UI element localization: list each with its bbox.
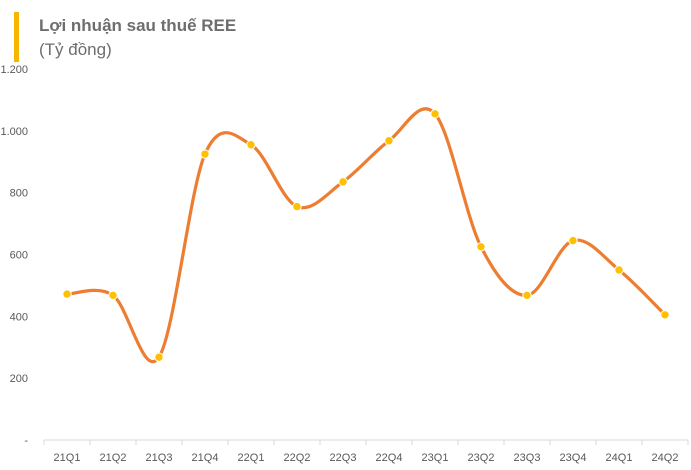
data-point-24Q1 xyxy=(614,265,624,275)
data-point-23Q4 xyxy=(568,235,578,246)
y-tick-label: 1.200 xyxy=(0,64,28,76)
y-tick-label: 600 xyxy=(10,250,28,262)
x-tick-label: 24Q2 xyxy=(652,452,679,464)
x-tick-label: 23Q2 xyxy=(468,452,495,464)
x-tick-label: 22Q3 xyxy=(330,452,357,464)
data-point-22Q3 xyxy=(338,177,348,187)
data-point-23Q3 xyxy=(522,290,532,301)
x-tick-label: 24Q1 xyxy=(606,452,633,464)
x-tick-label: 22Q4 xyxy=(376,452,403,464)
x-tick-label: 23Q4 xyxy=(560,452,587,464)
data-point-22Q1 xyxy=(246,140,256,150)
x-tick-label: 22Q2 xyxy=(284,452,311,464)
x-tick-label: 23Q3 xyxy=(514,452,541,464)
axis-layer: 21Q1 21Q2 21Q3 21Q4 22Q1 22Q2 22Q3 22Q4 23Q1 23Q2… xyxy=(0,64,689,464)
data-point-22Q4 xyxy=(384,136,394,146)
x-tick-label: 21Q1 xyxy=(54,452,81,464)
title-accent-bar xyxy=(14,12,19,62)
y-tick-label: 400 xyxy=(10,311,28,323)
data-point-21Q4 xyxy=(200,149,210,159)
data-point-21Q1 xyxy=(62,289,72,299)
x-tick-label: 22Q1 xyxy=(238,452,265,464)
data-point-23Q2 xyxy=(476,242,486,252)
y-tick-label: 200 xyxy=(10,373,28,385)
data-point-21Q2 xyxy=(108,290,118,301)
y-tick-label: 1.000 xyxy=(0,126,28,138)
y-tick-label: - xyxy=(24,435,28,447)
chart-unit: (Tỷ đồng) xyxy=(39,40,112,59)
marker-layer xyxy=(62,109,670,362)
y-tick-label: 800 xyxy=(10,188,28,200)
data-point-23Q1 xyxy=(430,109,440,119)
x-tick-label: 21Q4 xyxy=(192,452,219,464)
data-point-24Q2 xyxy=(660,310,670,320)
series-layer xyxy=(65,107,667,364)
x-tick-label: 21Q2 xyxy=(100,452,127,464)
series-line xyxy=(65,107,667,364)
x-tick-label: 21Q3 xyxy=(146,452,173,464)
data-point-21Q3 xyxy=(154,352,164,362)
chart-title: Lợi nhuận sau thuế REE xyxy=(39,16,237,35)
x-tick-label: 23Q1 xyxy=(422,452,449,464)
data-point-22Q2 xyxy=(292,201,302,212)
